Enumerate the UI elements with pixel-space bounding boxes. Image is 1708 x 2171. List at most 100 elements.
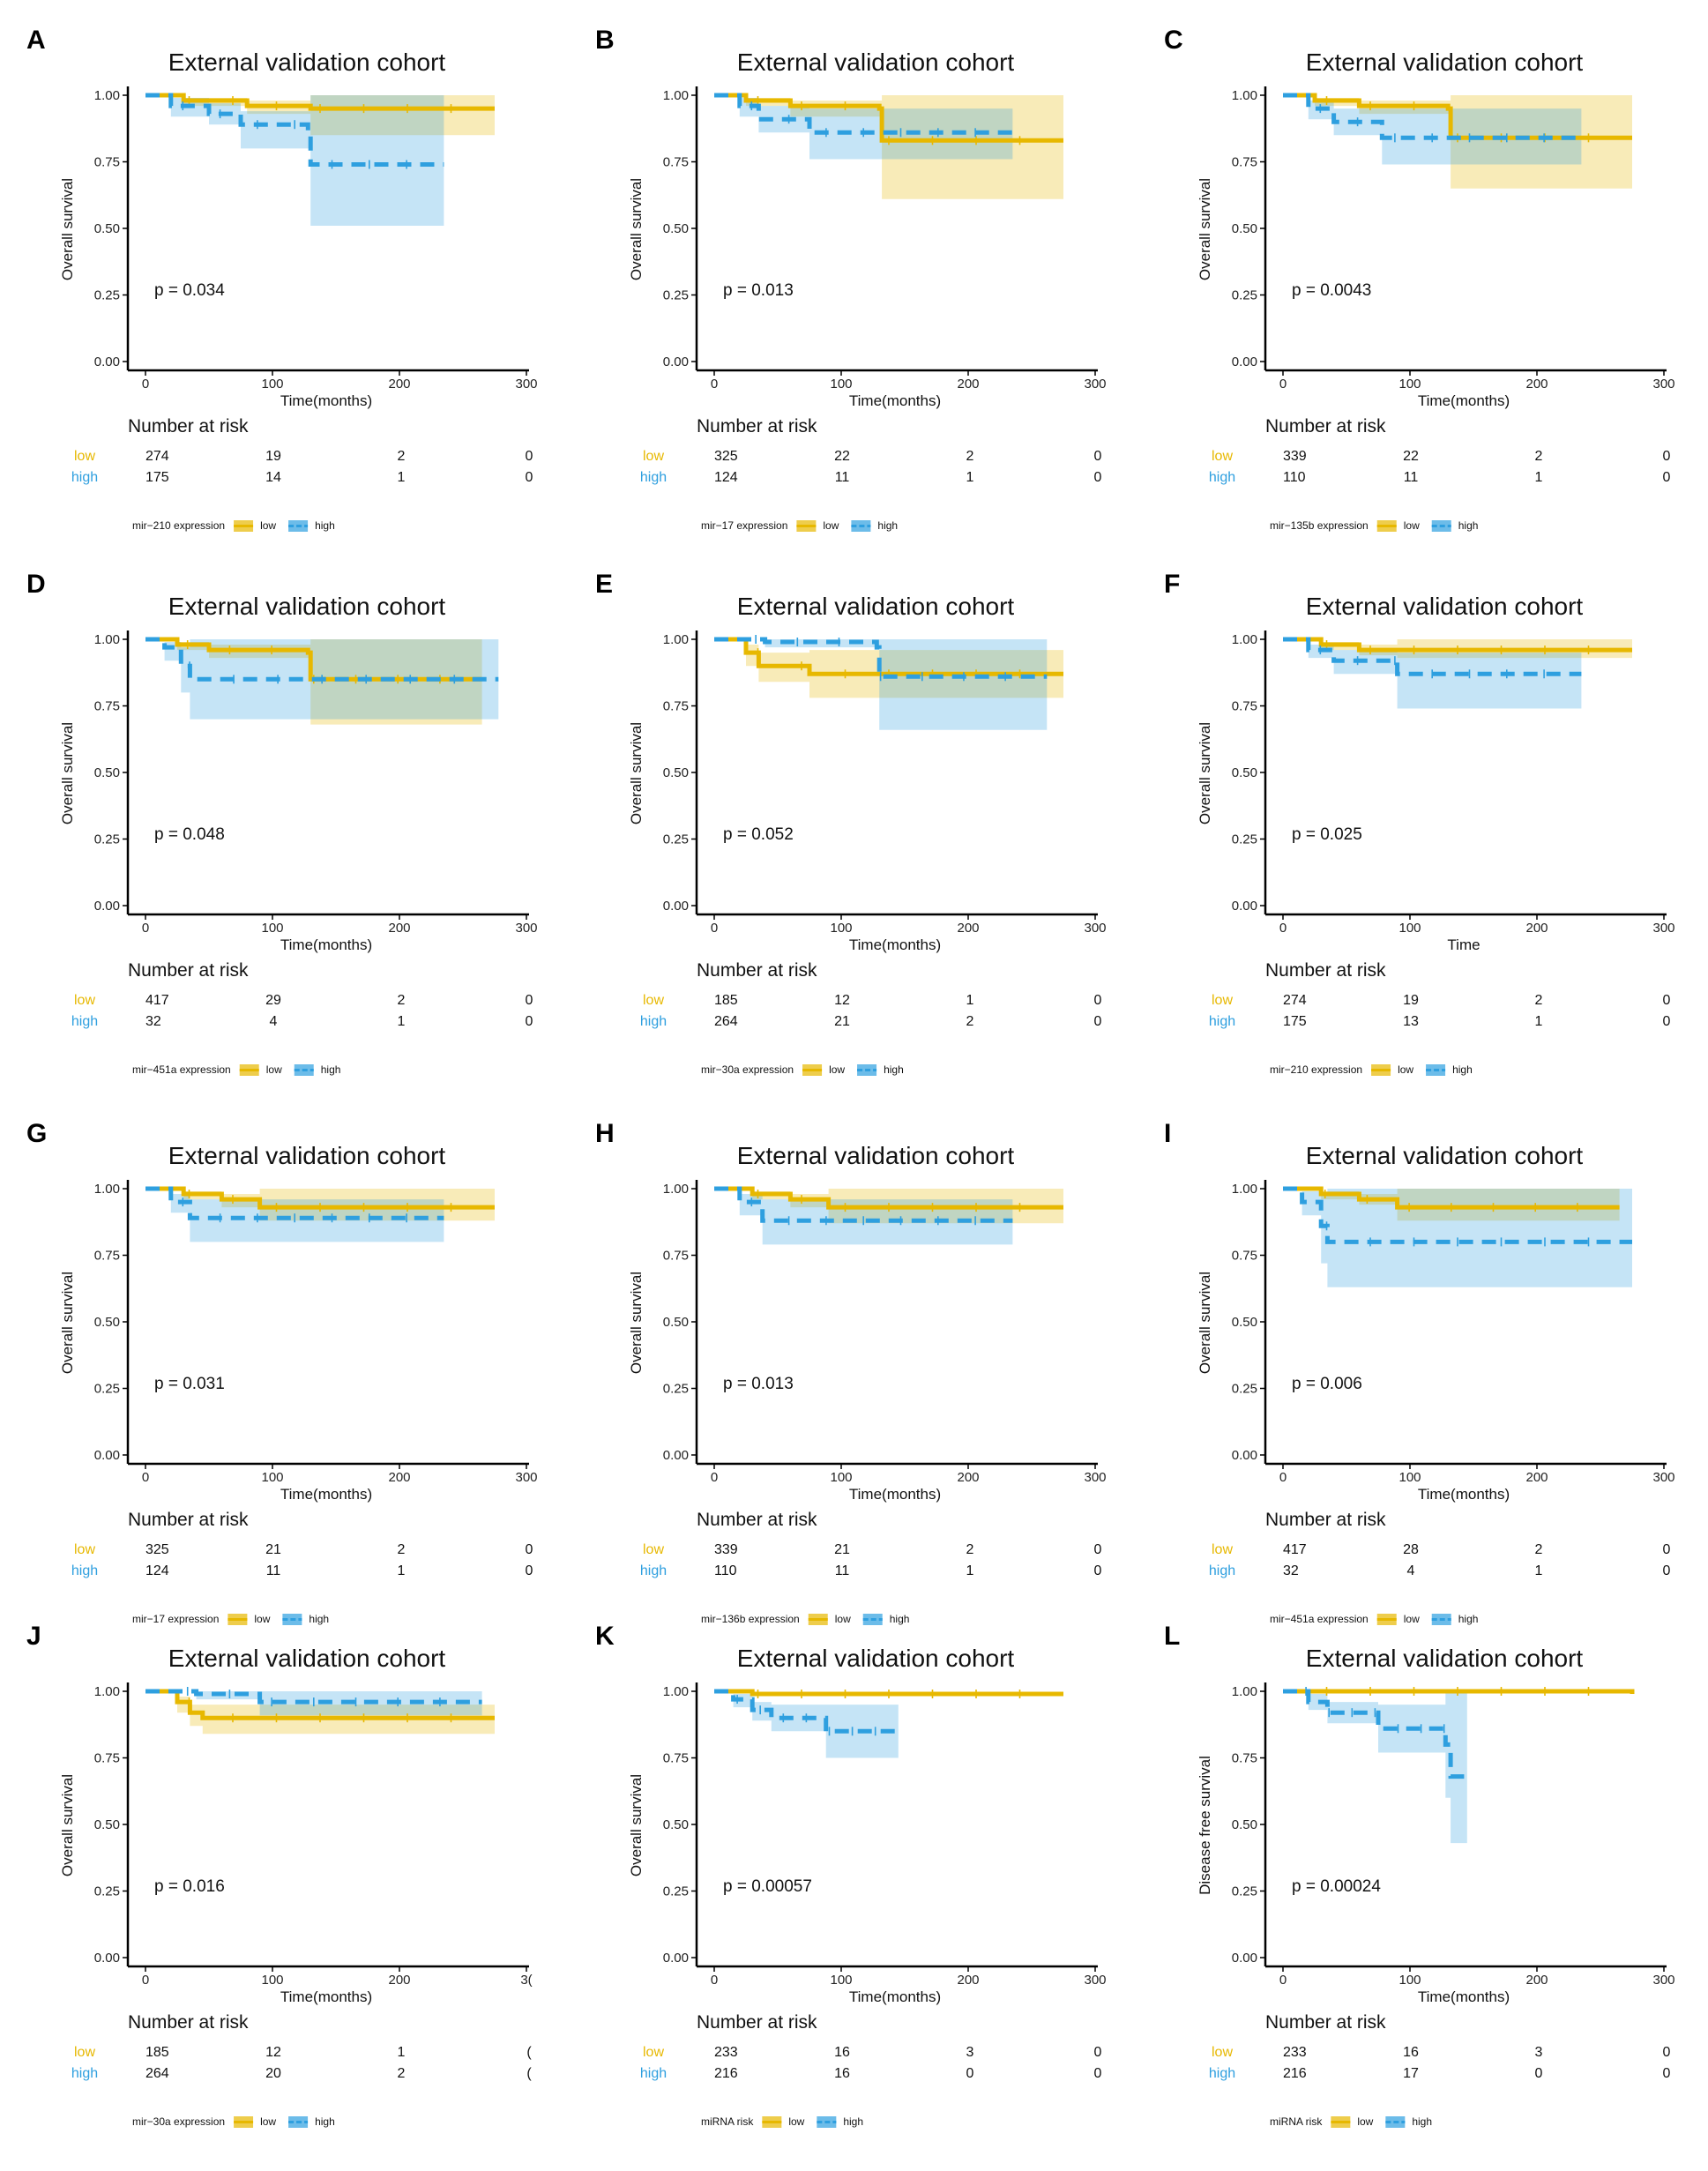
risk-value: 3 [1535, 2045, 1543, 2060]
legend-label-low: low [1357, 2115, 1373, 2128]
risk-value: 13 [1403, 1014, 1419, 1029]
p-value: p = 0.034 [154, 281, 225, 300]
legend-label-low: low [835, 1613, 851, 1625]
y-tick-label: 1.00 [1232, 632, 1257, 647]
legend-label-high: high [1458, 519, 1479, 532]
x-tick-label: 0 [142, 921, 149, 936]
risk-value: 233 [714, 2045, 738, 2060]
x-tick-label: 200 [1525, 377, 1548, 392]
y-tick-label: 0.25 [94, 1382, 120, 1397]
risk-table-header: Number at risk [697, 2012, 817, 2033]
legend: mir−17 expression low high [701, 519, 898, 532]
risk-value: 2 [1535, 993, 1543, 1008]
legend-title: mir−136b expression [701, 1613, 800, 1625]
risk-value: 175 [145, 470, 169, 485]
legend: mir−17 expression low high [132, 1613, 329, 1625]
y-tick-label: 0.75 [94, 1249, 120, 1264]
risk-value: 274 [145, 449, 169, 464]
panel-letter: D [26, 570, 46, 599]
y-axis-label: Overall survival [1197, 1272, 1213, 1374]
risk-value: 14 [265, 470, 281, 485]
p-value: p = 0.00057 [723, 1877, 812, 1896]
legend: miRNA risk low high [701, 2115, 863, 2128]
risk-value: 185 [714, 993, 738, 1008]
x-axis-label: Time(months) [849, 936, 941, 953]
ci-band-low [714, 95, 1063, 199]
legend-label-low: low [1404, 519, 1420, 532]
y-tick-label: 0.75 [1232, 699, 1257, 714]
panel-title: External validation cohort [737, 1645, 1015, 1672]
x-tick-label: 300 [515, 921, 537, 936]
panel-letter: A [26, 26, 46, 55]
y-tick-label: 0.00 [94, 1448, 120, 1463]
risk-value: 2 [1535, 449, 1543, 464]
risk-value: 1 [966, 470, 974, 485]
km-curve-low [145, 637, 482, 682]
risk-value: 2 [1535, 1542, 1543, 1557]
km-curve-low [1283, 1689, 1635, 1694]
y-tick-label: 0.50 [1232, 765, 1257, 780]
x-tick-label: 100 [830, 921, 852, 936]
risk-value: 0 [1663, 1563, 1671, 1578]
risk-value: 4 [1407, 1563, 1415, 1578]
x-tick-label: 200 [957, 377, 979, 392]
x-tick-label: 100 [1398, 1973, 1421, 1988]
risk-row-label-low: low [74, 1542, 95, 1557]
p-value: p = 0.048 [154, 825, 225, 844]
risk-value: 16 [834, 2066, 850, 2081]
legend-label-high: high [843, 2115, 863, 2128]
x-tick-label: 0 [711, 1470, 718, 1485]
y-tick-label: 1.00 [1232, 1684, 1257, 1699]
risk-value: 12 [834, 993, 850, 1008]
risk-value: 2 [966, 1014, 974, 1029]
risk-value: 16 [834, 2045, 850, 2060]
legend-label-low: low [1398, 1063, 1413, 1076]
risk-row-label-low: low [1212, 449, 1233, 464]
y-tick-label: 0.00 [663, 899, 689, 914]
y-tick-label: 0.50 [94, 221, 120, 236]
km-panel-g: G External validation cohort 0.00 0.25 0.50 0… [26, 1119, 538, 1625]
risk-row-label-high: high [640, 470, 667, 485]
panel-title: External validation cohort [168, 48, 446, 76]
x-tick-label: 100 [1398, 377, 1421, 392]
legend-label-high: high [309, 1613, 329, 1625]
y-tick-label: 0.75 [94, 155, 120, 170]
risk-table-header: Number at risk [697, 960, 817, 981]
risk-value: 264 [714, 1014, 738, 1029]
risk-value: 124 [145, 1563, 169, 1578]
risk-value: 0 [1094, 1563, 1102, 1578]
legend-label-low: low [254, 1613, 270, 1625]
x-tick-label: 100 [261, 921, 283, 936]
x-tick-label: 200 [388, 1973, 410, 1988]
risk-value: 22 [834, 449, 850, 464]
ci-band-high [145, 95, 444, 226]
panel-title: External validation cohort [168, 1645, 446, 1672]
risk-row-label-low: low [643, 1542, 664, 1557]
x-tick-label: 300 [1652, 377, 1674, 392]
risk-row-label-high: high [1209, 470, 1235, 485]
risk-value: 0 [1094, 2045, 1102, 2060]
km-panel-e: E External validation cohort 0.00 0.25 0.50 0… [595, 570, 1107, 1076]
risk-value: 0 [1663, 470, 1671, 485]
p-value: p = 0.031 [154, 1375, 225, 1393]
legend: mir−210 expression low high [1270, 1063, 1473, 1076]
risk-value: 22 [1403, 449, 1419, 464]
x-tick-label: 300 [1652, 1470, 1674, 1485]
risk-value: 21 [834, 1542, 850, 1557]
x-tick-label: 0 [711, 1973, 718, 1988]
y-tick-label: 0.00 [1232, 899, 1257, 914]
risk-value: 0 [526, 1014, 533, 1029]
panel-title: External validation cohort [1306, 48, 1584, 76]
y-tick-label: 0.25 [1232, 832, 1257, 847]
km-panel-c: C External validation cohort 0.00 0.25 0.50 0… [1164, 26, 1675, 532]
risk-value: 0 [1663, 2066, 1671, 2081]
legend-label-low: low [266, 1063, 282, 1076]
risk-value: 21 [834, 1014, 850, 1029]
y-tick-label: 0.50 [663, 1315, 689, 1330]
legend-label-high: high [877, 519, 898, 532]
y-tick-label: 0.00 [94, 354, 120, 369]
x-tick-label: 100 [261, 1973, 283, 1988]
ci-band-low [145, 1691, 495, 1735]
risk-value: 32 [145, 1014, 161, 1029]
x-tick-label: 200 [1525, 1973, 1548, 1988]
